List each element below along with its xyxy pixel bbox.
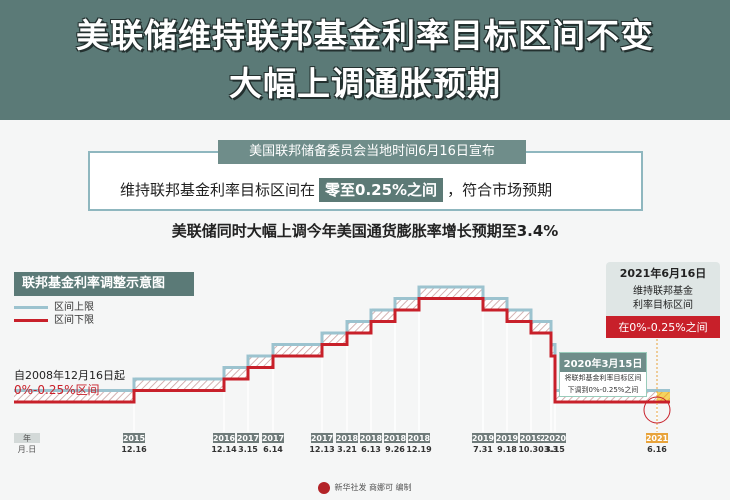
tick-year-box	[336, 433, 358, 443]
tick-year-label: 2017	[311, 434, 333, 443]
tick-year-box	[384, 433, 406, 443]
rate-band	[483, 300, 507, 309]
tick-year-label: 2019	[496, 434, 519, 443]
inflation-subtitle: 美联储同时大幅上调今年美国通货膨胀率增长预期至3.4%	[171, 222, 559, 240]
tick-date-label: 6.14	[263, 445, 283, 454]
highlight-circle	[643, 396, 671, 424]
rate-band	[224, 369, 248, 378]
note-2008-range: 0%-0.25%区间	[14, 383, 100, 397]
tick-date-label: 10.30	[518, 445, 544, 454]
tick-year-box	[123, 433, 145, 443]
tick-year-box	[520, 433, 542, 443]
page-title: 美联储维持联邦基金利率目标区间不变	[76, 16, 654, 55]
announcement-highlight: 零至0.25%之间	[319, 178, 444, 202]
callout-2021: 2021年6月16日 维持联邦基金 利率目标区间 在0%-0.25%之间	[606, 262, 720, 338]
callout-2021-desc2: 利率目标区间	[633, 300, 693, 311]
tick-year-label: 2018	[336, 434, 359, 443]
tick-date-label: 9.18	[497, 445, 517, 454]
callout-2021-desc: 维持联邦基金 利率目标区间	[606, 284, 720, 316]
announcement-tab: 美国联邦储备委员会当地时间6月16日宣布	[218, 140, 526, 164]
legend-upper: 区间上限	[14, 302, 94, 314]
header-banner	[0, 0, 730, 120]
legend-lower-label: 区间下限	[54, 315, 94, 326]
tick-year-label: 2018	[408, 434, 431, 443]
rate-band	[347, 323, 371, 332]
tick-date-label: 7.31	[473, 445, 493, 454]
tick-year-box	[544, 433, 566, 443]
tick-date-label: 3.15	[545, 445, 565, 454]
rate-band	[551, 346, 555, 355]
callout-2020-desc2: 下调到0%-0.25%之间	[567, 386, 639, 394]
axis-year-label: 年	[23, 433, 31, 443]
rate-band	[395, 300, 419, 309]
tick-date-label: 12.16	[121, 445, 147, 454]
rate-band	[507, 311, 531, 320]
rate-band	[273, 346, 322, 355]
tick-year-box	[213, 433, 235, 443]
rate-band	[248, 357, 273, 366]
tick-date-label: 3.15	[238, 445, 258, 454]
tick-year-box	[408, 433, 430, 443]
rate-band	[14, 392, 134, 401]
tick-year-box	[262, 433, 284, 443]
xinhua-logo-icon	[318, 481, 331, 494]
callout-2021-range: 在0%-0.25%之间	[606, 316, 720, 338]
announcement-text: 维持联邦基金利率目标区间在 零至0.25%之间 ，符合市场预期	[120, 175, 620, 205]
tick-date-label: 6.16	[647, 445, 667, 454]
tick-date-label: 12.14	[211, 445, 237, 454]
legend-lower: 区间下限	[14, 315, 94, 327]
tick-year-box	[360, 433, 382, 443]
tick-year-label: 2017	[262, 434, 284, 443]
footer-text: 新华社发 商娜可 编制	[334, 483, 412, 492]
rate-band	[322, 334, 347, 343]
tick-date-label: 12.13	[309, 445, 334, 454]
tick-year-box	[311, 433, 333, 443]
rate-band	[657, 392, 670, 401]
rate-band	[419, 288, 483, 297]
rate-band	[134, 380, 224, 389]
callout-2021-date: 2021年6月16日	[606, 262, 720, 284]
tick-year-label: 2016	[213, 434, 236, 443]
footer-credit: 新华社发 商娜可 编制	[0, 476, 730, 500]
tick-year-label: 2017	[237, 434, 259, 443]
tick-year-box	[646, 433, 668, 443]
legend-upper-swatch	[14, 305, 48, 309]
axis-year-label-box	[14, 433, 40, 443]
tick-date-label: 3.21	[337, 445, 357, 454]
rate-band	[531, 323, 551, 332]
rate-band	[371, 311, 395, 320]
tick-year-label: 2018	[384, 434, 407, 443]
announcement-post: ，符合市场预期	[447, 181, 553, 199]
tick-year-box	[237, 433, 259, 443]
legend-lower-swatch	[14, 318, 48, 322]
tick-date-label: 12.19	[406, 445, 432, 454]
tick-year-label: 2020	[544, 434, 567, 443]
tick-date-label: 6.13	[361, 445, 381, 454]
tick-date-label: 9.26	[385, 445, 405, 454]
lower-limit-line	[14, 297, 670, 404]
page-subtitle: 大幅上调通胀预期	[229, 64, 501, 103]
tick-year-label: 2019	[472, 434, 495, 443]
callout-2020-desc1: 将联邦基金利率目标区间	[564, 374, 642, 382]
callout-2020: 2020年3月15日 将联邦基金利率目标区间 下调到0%-0.25%之间	[559, 352, 647, 397]
tick-year-box	[496, 433, 518, 443]
tick-year-label: 2015	[123, 434, 146, 443]
callout-2020-date: 2020年3月15日	[560, 353, 646, 372]
callout-2021-desc1: 维持联邦基金	[633, 286, 693, 297]
tick-date-label: 3.3	[544, 445, 558, 454]
tick-year-label: 2019	[520, 434, 543, 443]
tick-year-label: 2021	[646, 434, 669, 443]
note-2008-date: 自2008年12月16日起	[14, 369, 125, 382]
note-2008: 自2008年12月16日起 0%-0.25%区间	[14, 369, 125, 397]
chart-title: 联邦基金利率调整示意图	[14, 272, 194, 296]
tick-year-box	[472, 433, 494, 443]
announcement-pre: 维持联邦基金利率目标区间在	[120, 181, 316, 199]
tick-year-label: 2018	[360, 434, 383, 443]
legend-upper-label: 区间上限	[54, 302, 94, 313]
axis-day-label: 月.日	[18, 445, 37, 454]
